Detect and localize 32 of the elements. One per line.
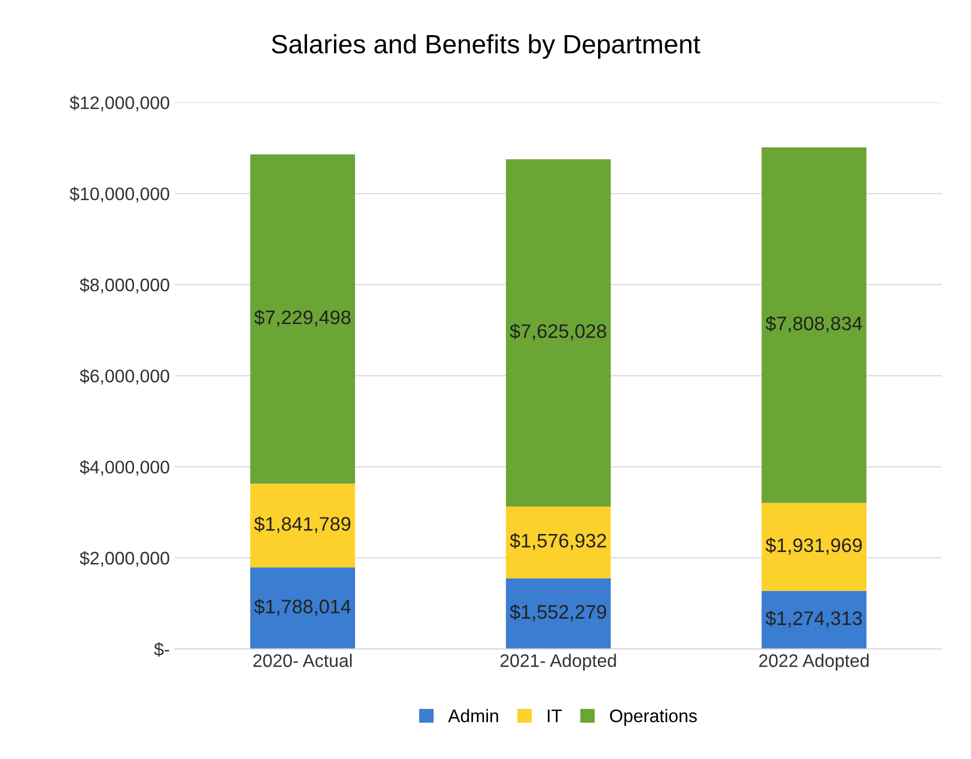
x-tick-label: 2021- Adopted — [500, 654, 616, 671]
bar — [250, 484, 356, 568]
data-label: $1,841,789 — [254, 516, 350, 534]
bar — [506, 578, 611, 649]
bar — [762, 147, 866, 503]
x-tick-label: 2020- Actual — [253, 654, 352, 668]
y-tick-label: $4,000,000 — [80, 460, 170, 476]
bar — [762, 502, 866, 591]
chart-title: Salaries and Benefits by Department — [272, 34, 700, 59]
y-tick-label: $12,000,000 — [70, 96, 170, 112]
y-tick-label: $2,000,000 — [80, 551, 170, 567]
bar — [506, 159, 611, 506]
data-label: $1,552,279 — [510, 604, 606, 622]
y-tick-label: $- — [154, 642, 170, 657]
y-tick-label: $10,000,000 — [70, 186, 170, 202]
bar — [762, 590, 866, 649]
data-label: $7,229,498 — [254, 310, 350, 327]
bar — [506, 506, 611, 578]
legend-label: IT — [548, 710, 562, 722]
y-tick-label: $8,000,000 — [80, 278, 170, 294]
legend-label: Operations — [610, 709, 697, 726]
x-tick-label: 2022 Adopted — [759, 654, 869, 671]
bar — [250, 154, 356, 484]
y-tick-label: $6,000,000 — [80, 368, 170, 385]
data-label: $1,274,313 — [766, 610, 862, 628]
data-label: $1,931,969 — [766, 538, 862, 554]
data-label: $7,625,028 — [510, 323, 606, 340]
data-label: $1,576,932 — [510, 532, 606, 550]
data-label: $7,808,834 — [766, 316, 862, 333]
bar — [250, 568, 356, 649]
data-label: $1,788,014 — [254, 598, 351, 616]
legend-label: Admin — [448, 709, 498, 722]
